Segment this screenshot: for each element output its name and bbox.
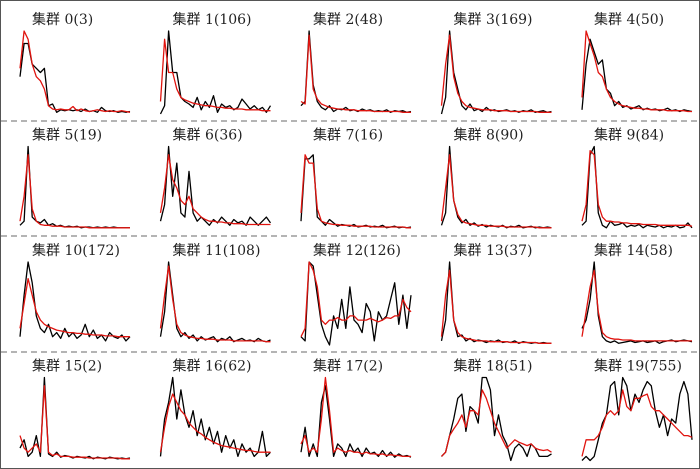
cluster-6-centroid-line	[159, 154, 271, 226]
cluster-4-member-line	[581, 38, 693, 113]
panel-title: 集群 6(36)	[173, 127, 243, 144]
cluster-3-member-line	[440, 30, 552, 115]
cluster-0-member-line	[19, 42, 131, 113]
panel-title: 集群 4(50)	[594, 11, 664, 28]
cluster-14-member-line	[581, 261, 693, 344]
panel-title: 集群 14(58)	[594, 242, 673, 259]
panel-title: 集群 0(3)	[32, 11, 93, 28]
cluster-8-centroid-line	[440, 154, 552, 229]
panel-title: 集群 18(51)	[454, 358, 533, 375]
cluster-9-member-line	[581, 145, 693, 229]
panel-title: 集群 15(2)	[32, 358, 102, 375]
cluster-11-member-line	[159, 261, 271, 343]
panel-title: 集群 16(62)	[173, 358, 252, 375]
cluster-10-centroid-line	[19, 277, 130, 338]
panel-title: 集群 3(169)	[454, 11, 533, 28]
cluster-13-member-line	[440, 261, 552, 344]
cluster-4-centroid-line	[581, 30, 692, 113]
panel-title: 集群 8(90)	[454, 127, 524, 144]
panel-title: 集群 17(2)	[313, 358, 383, 375]
panel-title: 集群 5(19)	[32, 127, 102, 144]
cluster-10-member-line	[19, 261, 131, 342]
cluster-3-centroid-line	[440, 34, 552, 113]
panel-title: 集群 13(37)	[454, 242, 533, 259]
cluster-1-centroid-line	[159, 38, 271, 112]
cluster-14-centroid-line	[581, 269, 692, 342]
cluster-9-centroid-line	[581, 150, 693, 227]
cluster-6-member-line	[159, 145, 272, 226]
cluster-18-centroid-line	[441, 389, 552, 457]
cluster-19-member-line	[581, 376, 693, 462]
cluster-17-centroid-line	[300, 376, 411, 458]
cluster-7-member-line	[300, 154, 412, 229]
panel-title: 集群 11(108)	[173, 242, 261, 259]
cluster-16-centroid-line	[159, 393, 271, 453]
cluster-5-member-line	[19, 145, 130, 229]
cluster-12-member-line	[300, 261, 412, 346]
cluster-15-member-line	[19, 376, 131, 460]
cluster-1-member-line	[159, 30, 272, 115]
cluster-11-centroid-line	[159, 265, 271, 343]
panel-title: 集群 2(48)	[313, 11, 383, 28]
cluster-2-centroid-line	[300, 34, 411, 113]
panel-title: 集群 9(84)	[594, 127, 664, 144]
panel-title: 集群 19(755)	[594, 358, 682, 375]
cluster-0-centroid-line	[19, 30, 131, 113]
cluster-15-centroid-line	[19, 385, 130, 460]
cluster-16-member-line	[159, 376, 271, 458]
cluster-19-centroid-line	[581, 389, 693, 457]
panel-title: 集群 12(126)	[313, 242, 401, 259]
cluster-12-centroid-line	[300, 261, 412, 337]
cluster-7-centroid-line	[300, 154, 411, 229]
panel-title: 集群 7(16)	[313, 127, 383, 144]
cluster-5-centroid-line	[19, 154, 130, 229]
cluster-13-centroid-line	[440, 269, 552, 344]
panel-title: 集群 10(172)	[32, 242, 120, 259]
panel-title: 集群 1(106)	[173, 11, 252, 28]
